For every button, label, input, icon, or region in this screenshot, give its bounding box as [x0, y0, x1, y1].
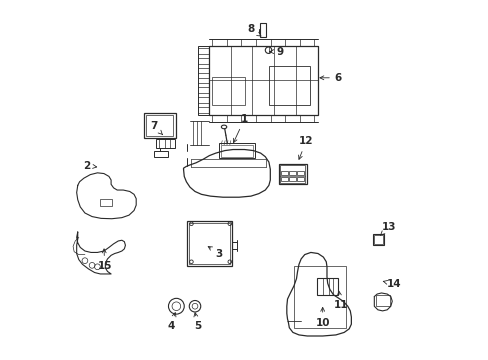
Text: 13: 13 — [380, 222, 395, 235]
Text: 6: 6 — [319, 73, 342, 83]
Bar — [198, 45, 208, 116]
Bar — [189, 224, 229, 264]
Text: 3: 3 — [208, 247, 223, 258]
Text: 2: 2 — [83, 161, 97, 171]
Text: 1: 1 — [233, 114, 247, 143]
Bar — [154, 151, 168, 157]
Text: 15: 15 — [97, 249, 112, 271]
Bar — [281, 171, 287, 175]
Text: 11: 11 — [333, 291, 347, 310]
Bar — [208, 45, 317, 116]
Bar — [155, 139, 175, 148]
Bar — [260, 23, 266, 37]
Bar — [297, 171, 303, 175]
Bar — [187, 221, 231, 266]
Bar — [372, 234, 384, 245]
Text: 12: 12 — [298, 136, 313, 159]
Bar — [278, 163, 306, 184]
Bar — [281, 177, 287, 181]
Text: 8: 8 — [247, 24, 261, 36]
Bar — [280, 165, 305, 183]
Text: 14: 14 — [383, 279, 400, 289]
Bar — [144, 113, 175, 138]
Bar — [100, 199, 112, 206]
Bar — [289, 171, 295, 175]
Bar — [219, 143, 254, 158]
Text: 7: 7 — [150, 121, 163, 135]
Text: 4: 4 — [167, 312, 176, 331]
Bar — [373, 235, 382, 244]
Bar — [376, 295, 389, 306]
Bar — [212, 77, 244, 105]
Bar — [146, 116, 173, 135]
Bar — [289, 177, 295, 181]
Bar — [297, 177, 303, 181]
Bar — [221, 145, 252, 157]
Text: 9: 9 — [269, 46, 283, 57]
Bar — [293, 266, 346, 328]
Bar — [268, 66, 310, 105]
Text: 5: 5 — [194, 313, 201, 331]
Text: 10: 10 — [315, 307, 329, 328]
Bar — [316, 278, 337, 296]
